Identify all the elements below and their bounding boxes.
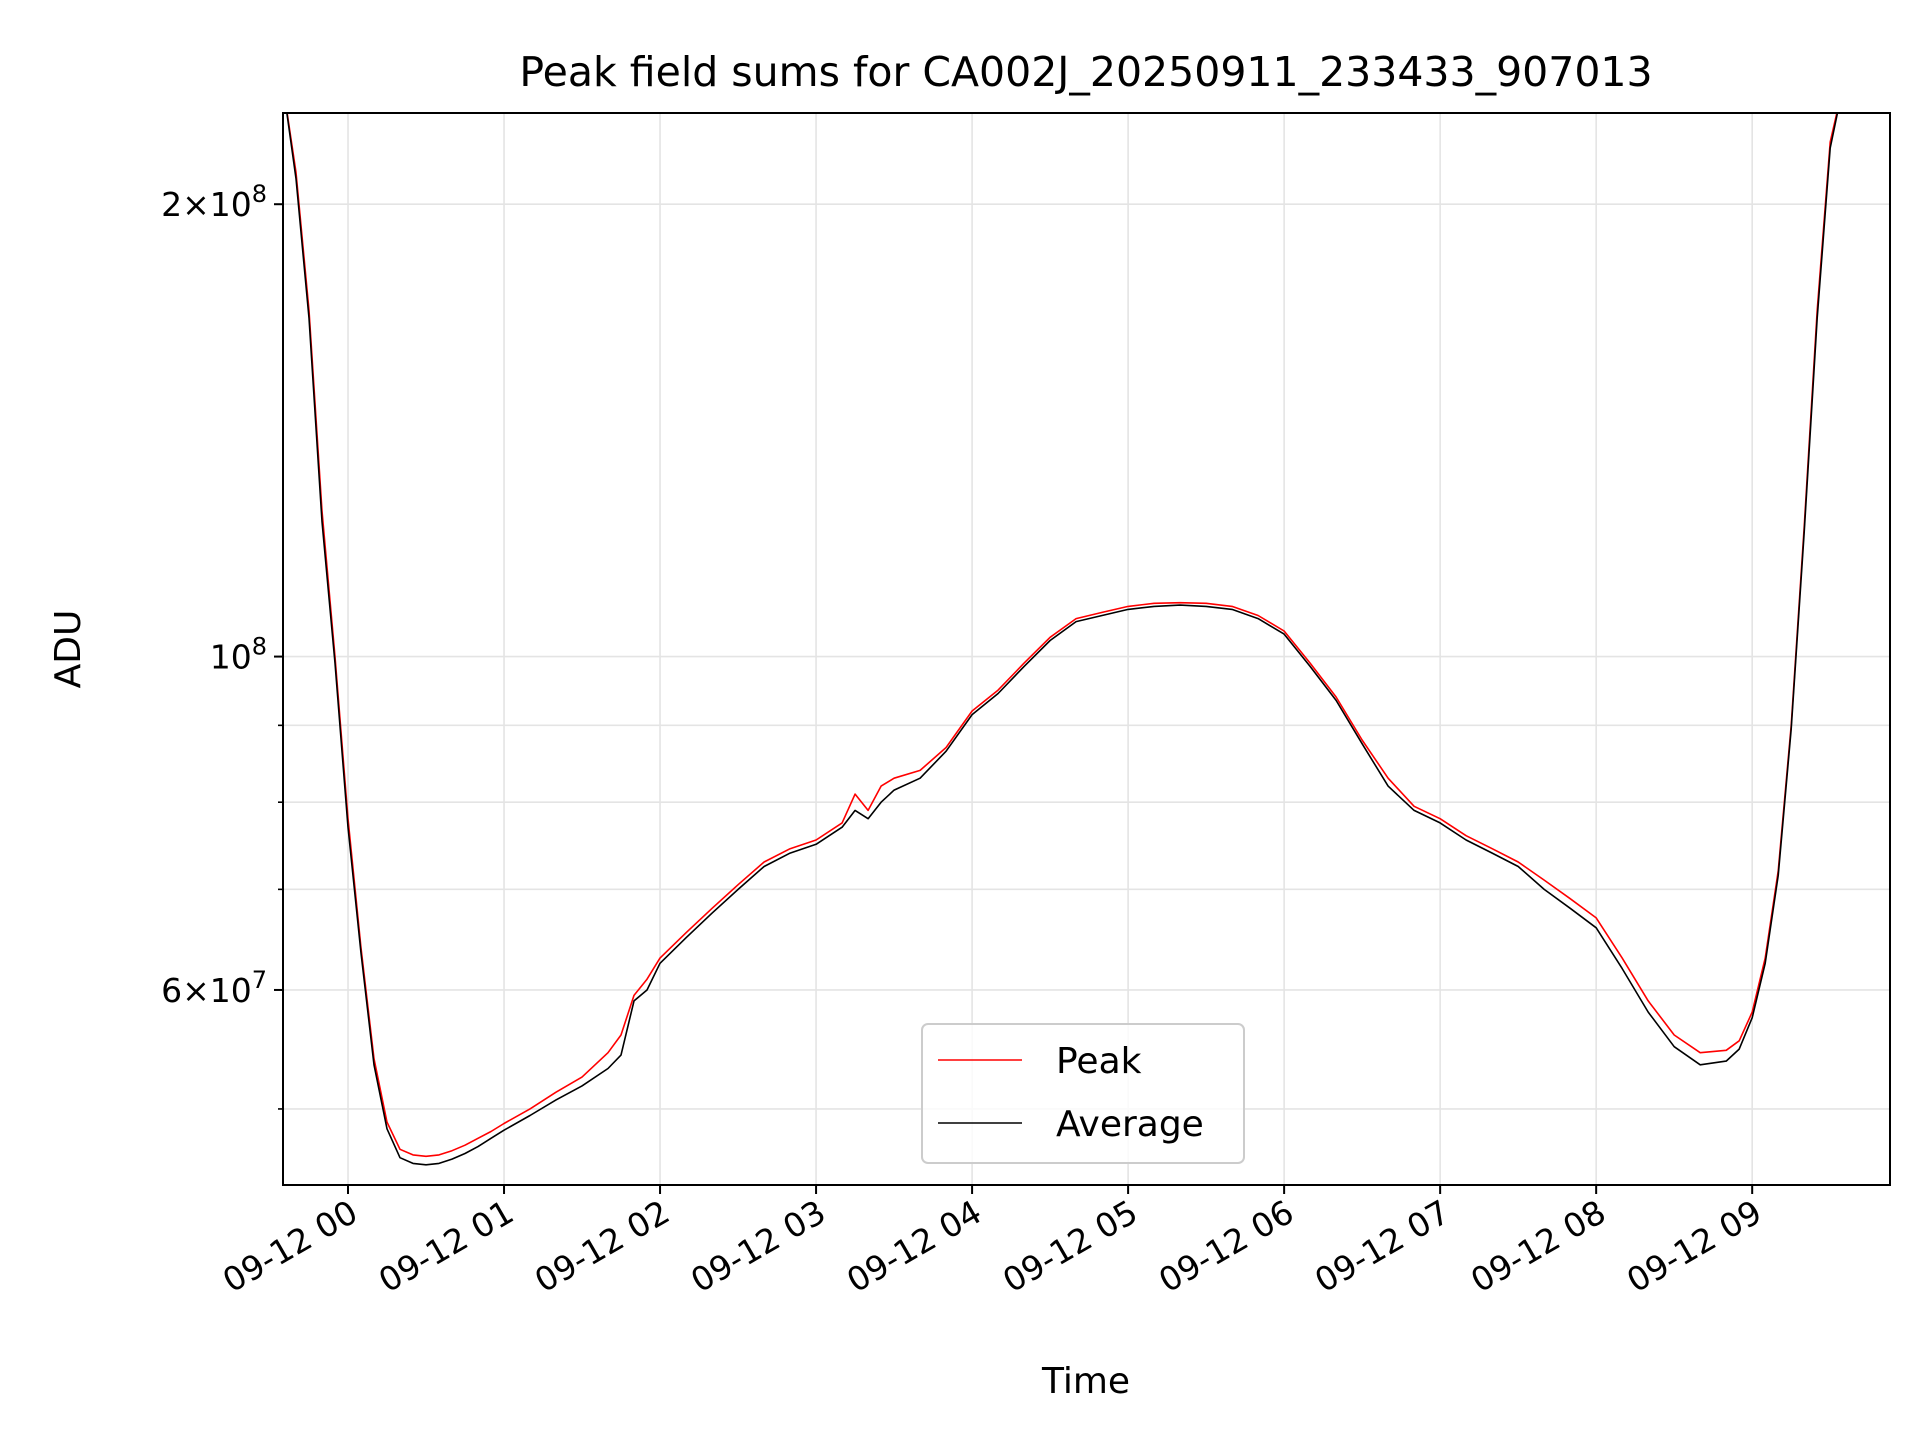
legend-label-peak: Peak xyxy=(1056,1041,1142,1082)
legend: Peak Average xyxy=(921,1023,1245,1164)
x-axis-label: Time xyxy=(1041,1361,1130,1402)
series-line-peak xyxy=(286,113,1838,1158)
plot-frame xyxy=(282,112,1891,1186)
y-tick-label-2: 2×108 xyxy=(161,180,267,224)
legend-label-average: Average xyxy=(1056,1104,1204,1145)
chart-title: Peak field sums for CA002J_20250911_2334… xyxy=(519,48,1652,96)
series-line-average xyxy=(286,113,1839,1166)
y-tick-label-0: 6×107 xyxy=(161,966,267,1010)
y-axis-label: ADU xyxy=(48,610,89,689)
legend-frame xyxy=(921,1023,1245,1164)
series-lines xyxy=(286,113,1839,1166)
